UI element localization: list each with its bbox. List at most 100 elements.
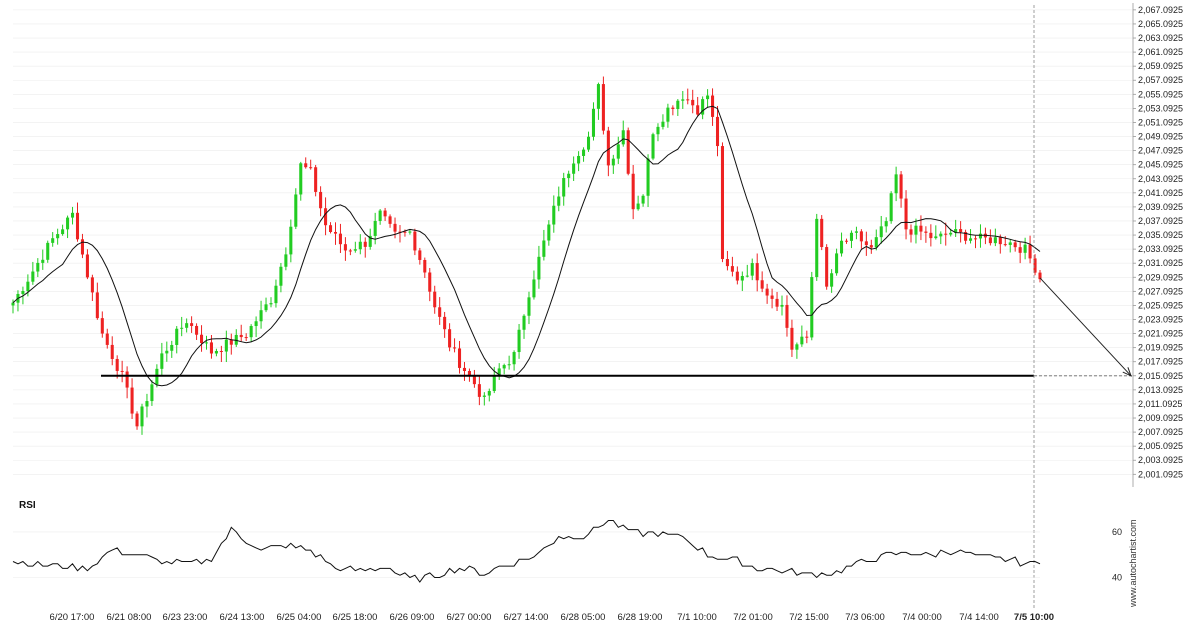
- candlestick: [165, 341, 169, 362]
- candlestick: [671, 105, 675, 116]
- candle-body: [676, 100, 680, 110]
- candle-body: [1018, 247, 1022, 253]
- candle-body: [185, 323, 189, 328]
- candlestick: [552, 195, 556, 233]
- candlestick: [229, 333, 233, 355]
- candle-body: [864, 241, 868, 246]
- candle-body: [646, 158, 650, 196]
- candle-body: [790, 327, 794, 350]
- price-tick-label: 2,053.0925: [1138, 103, 1183, 113]
- candlestick: [363, 237, 367, 258]
- candle-body: [849, 232, 853, 241]
- candlestick: [512, 350, 516, 371]
- candle-body: [988, 237, 992, 244]
- candlestick: [745, 264, 749, 278]
- candle-body: [969, 238, 973, 241]
- candlestick: [299, 161, 303, 201]
- candlestick: [849, 230, 853, 249]
- candlestick: [1028, 235, 1032, 264]
- candlestick: [959, 221, 963, 243]
- candle-body: [820, 218, 824, 248]
- candlestick: [487, 388, 491, 402]
- candle-body: [358, 241, 362, 250]
- candlestick: [894, 166, 898, 202]
- candlestick: [477, 375, 481, 406]
- candlestick: [929, 224, 933, 247]
- candle-body: [800, 336, 804, 345]
- projection-arrow: [1039, 277, 1132, 377]
- candlestick: [408, 229, 412, 235]
- candlestick: [909, 224, 913, 243]
- candle-body: [735, 271, 739, 281]
- candlestick: [835, 248, 839, 276]
- candlestick: [269, 297, 273, 308]
- price-tick-label: 2,039.0925: [1138, 202, 1183, 212]
- candle-body: [229, 339, 233, 345]
- candlestick: [388, 214, 392, 228]
- candlestick: [864, 231, 868, 256]
- candle-body: [840, 240, 844, 254]
- candle-body: [616, 144, 620, 159]
- price-tick-label: 2,013.0925: [1138, 385, 1183, 395]
- candlestick: [696, 96, 700, 117]
- candle-body: [934, 236, 938, 239]
- candle-body: [686, 99, 690, 101]
- candlestick: [438, 297, 442, 325]
- candle-body: [482, 395, 486, 397]
- candlestick: [562, 172, 566, 206]
- candlestick: [85, 249, 89, 280]
- price-tick-label: 2,001.0925: [1138, 469, 1183, 479]
- price-axis-ticks: 2,001.0925 2,003.0925 2,005.0925 2,007.0925…: [1133, 5, 1183, 479]
- candle-body: [522, 315, 526, 330]
- candle-body: [304, 163, 308, 168]
- candle-body: [388, 216, 392, 224]
- candlestick: [889, 191, 893, 224]
- candlestick: [770, 288, 774, 309]
- candlestick: [884, 217, 888, 233]
- candle-body: [730, 266, 734, 272]
- rsi-gridlines: [13, 531, 1040, 578]
- candle-body: [651, 134, 655, 159]
- price-tick-label: 2,025.0925: [1138, 300, 1183, 310]
- candle-body: [973, 238, 978, 240]
- candlestick: [472, 369, 476, 388]
- candle-body: [85, 254, 89, 278]
- candle-body: [467, 370, 471, 376]
- price-tick-label: 2,055.0925: [1138, 89, 1183, 99]
- candle-body: [696, 105, 700, 115]
- candlestick: [130, 378, 134, 420]
- candle-body: [919, 225, 923, 232]
- candlestick: [591, 102, 596, 141]
- candle-body: [41, 259, 45, 263]
- candle-body: [740, 275, 744, 281]
- candle-body: [31, 271, 35, 282]
- candle-body: [993, 237, 997, 244]
- moving-average-line: [12, 105, 1041, 387]
- candlestick: [56, 228, 60, 245]
- candle-body: [175, 328, 179, 345]
- price-tick-label: 2,031.0925: [1138, 258, 1183, 268]
- candlestick: [353, 241, 357, 253]
- price-tick-label: 2,027.0925: [1138, 286, 1183, 296]
- candle-body: [36, 262, 40, 272]
- candlestick: [611, 154, 615, 174]
- candlestick: [309, 159, 313, 170]
- candlestick: [333, 222, 338, 245]
- candle-body: [423, 259, 427, 273]
- candle-body: [1013, 242, 1017, 248]
- candle-body: [631, 173, 635, 210]
- time-tick-label: 7/1 10:00: [677, 612, 717, 623]
- candle-body: [914, 225, 918, 235]
- price-tick-label: 2,049.0925: [1138, 132, 1183, 142]
- candlestick: [204, 335, 209, 350]
- price-tick-label: 2,023.0925: [1138, 314, 1183, 324]
- candlestick: [522, 314, 526, 339]
- candle-body: [338, 233, 342, 245]
- candle-body: [904, 198, 908, 230]
- candlestick: [71, 206, 75, 225]
- candle-body: [577, 155, 581, 164]
- candle-body: [11, 302, 15, 306]
- price-tick-label: 2,009.0925: [1138, 413, 1183, 423]
- time-tick-label: 6/28 19:00: [618, 612, 663, 623]
